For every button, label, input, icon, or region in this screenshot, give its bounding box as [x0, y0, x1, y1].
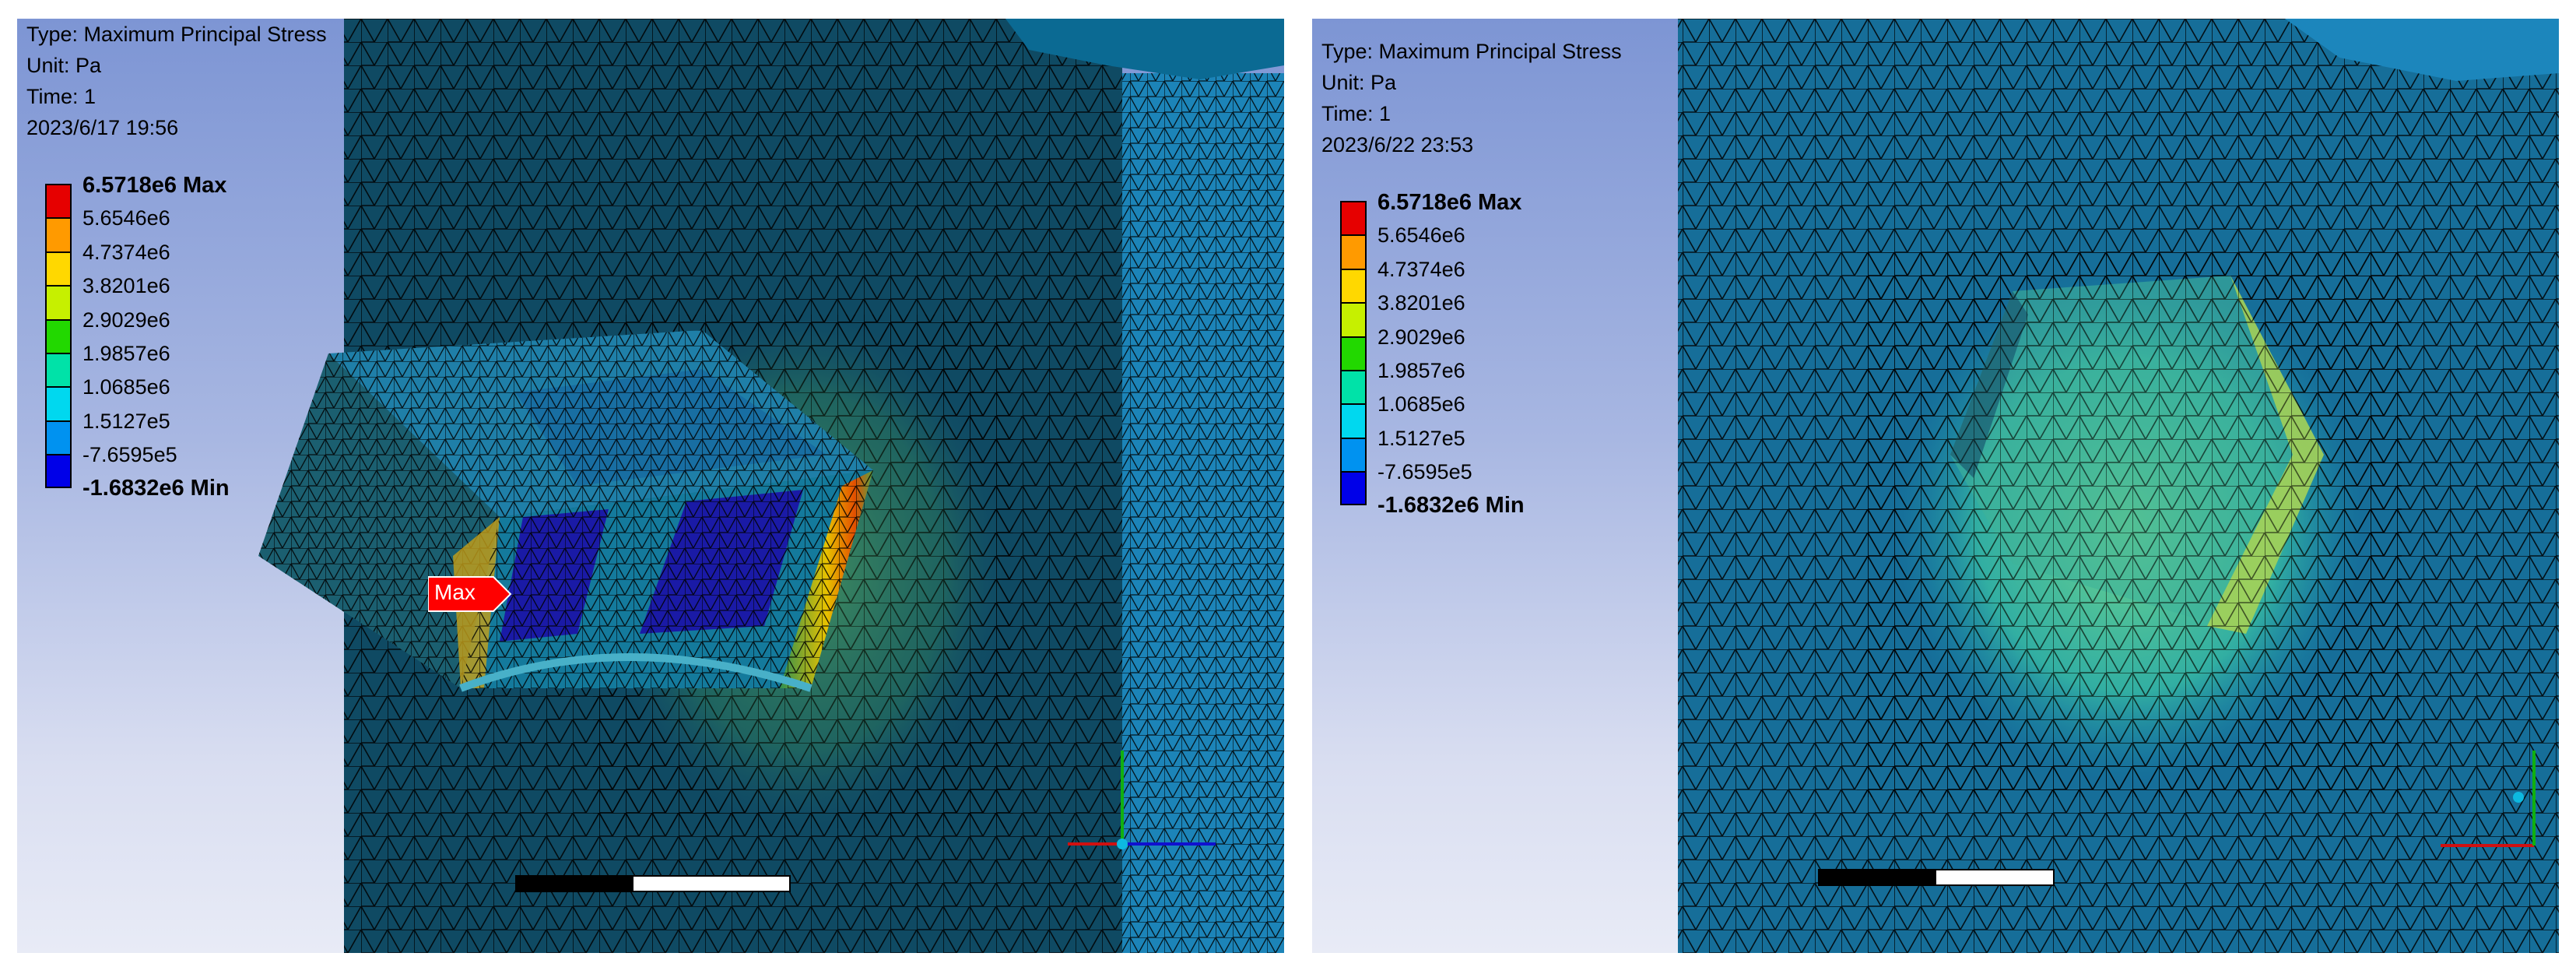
result-date: 2023/6/22 23:53	[1321, 133, 1474, 156]
legend-swatch	[1340, 437, 1367, 472]
legend-swatch	[1340, 403, 1367, 438]
legend-min-label: -1.6832e6 Min	[1377, 493, 1525, 519]
legend-level-label: 4.7374e6	[82, 240, 170, 264]
legend-level-label: 1.9857e6	[82, 341, 170, 365]
legend-swatch	[45, 184, 72, 218]
scale-bar-white	[1935, 869, 2055, 886]
result-type: Type: Maximum Principal Stress	[1321, 40, 1622, 63]
legend-max-label: 6.5718e6 Max	[82, 173, 227, 198]
legend-level-label: 1.0685e6	[1377, 392, 1465, 417]
legend-swatch	[45, 386, 72, 420]
legend-level-label: 5.6546e6	[82, 206, 170, 230]
result-info: Type: Maximum Principal Stress Unit: Pa …	[26, 19, 327, 143]
legend-level-label: -7.6595e5	[82, 443, 177, 467]
result-time: Time: 1	[26, 85, 97, 108]
legend-swatch	[45, 420, 72, 455]
max-probe-label[interactable]: Max	[428, 575, 512, 613]
scale-bar-black	[1818, 869, 1935, 886]
scale-bar-black	[515, 875, 632, 892]
scale-bar	[1818, 852, 2067, 898]
legend-level-label: 1.9857e6	[1377, 358, 1465, 382]
legend-swatch	[1340, 369, 1367, 404]
legend-swatch	[1340, 302, 1367, 336]
legend-swatch	[45, 251, 72, 286]
legend-swatch	[45, 454, 72, 488]
result-date: 2023/6/17 19:56	[26, 116, 179, 139]
legend-level-label: 4.7374e6	[1377, 257, 1465, 281]
result-unit: Unit: Pa	[1321, 71, 1397, 94]
legend-level-label: 2.9029e6	[1377, 325, 1465, 349]
probe-flag-icon	[428, 576, 512, 612]
legend-level-label: 1.5127e5	[1377, 426, 1465, 450]
result-time: Time: 1	[1321, 102, 1392, 125]
probe-text: Max	[434, 580, 476, 604]
coordinate-triad-right	[2441, 751, 2536, 847]
legend-level-label: 1.5127e5	[82, 409, 170, 433]
legend-swatch	[1340, 471, 1367, 505]
result-viewport-right[interactable]: Type: Maximum Principal Stress Unit: Pa …	[1312, 19, 2559, 953]
legend-swatch	[1340, 234, 1367, 269]
result-info: Type: Maximum Principal Stress Unit: Pa …	[1321, 36, 1622, 160]
result-viewport-left[interactable]: Type: Maximum Principal Stress Unit: Pa …	[17, 19, 1284, 953]
legend-level-label: 3.8201e6	[1377, 291, 1465, 315]
result-unit: Unit: Pa	[26, 54, 102, 77]
legend-swatch	[45, 352, 72, 387]
legend-swatch	[1340, 336, 1367, 370]
legend-swatch	[45, 285, 72, 319]
legend-level-label: -7.6595e5	[1377, 460, 1472, 484]
legend-swatch	[1340, 201, 1367, 235]
legend-swatch	[1340, 268, 1367, 303]
legend-level-label: 1.0685e6	[82, 375, 170, 399]
result-type: Type: Maximum Principal Stress	[26, 23, 327, 46]
scale-bar	[515, 858, 795, 905]
mesh-model-right[interactable]	[1312, 19, 2559, 953]
legend-level-label: 3.8201e6	[82, 274, 170, 298]
legend-level-label: 5.6546e6	[1377, 223, 1465, 248]
coordinate-triad-left	[1068, 751, 1216, 849]
legend-level-label: 2.9029e6	[82, 308, 170, 332]
scale-bar-white	[632, 875, 791, 892]
legend-swatch	[45, 217, 72, 251]
legend-max-label: 6.5718e6 Max	[1377, 190, 1522, 215]
legend-swatch	[45, 318, 72, 353]
legend-min-label: -1.6832e6 Min	[82, 476, 230, 501]
